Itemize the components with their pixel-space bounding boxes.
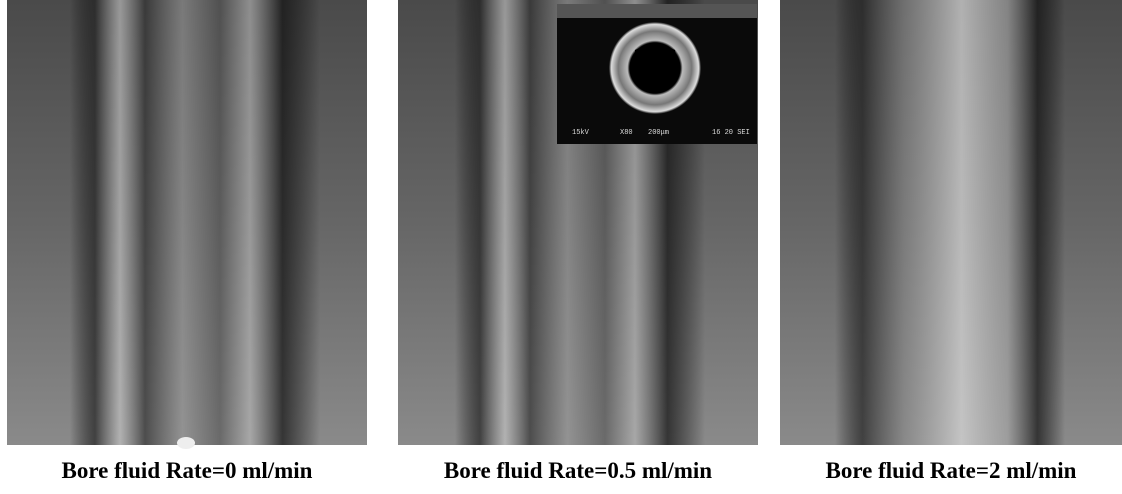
inset-label: X80 <box>620 129 633 137</box>
inset-label: 200μm <box>648 129 669 137</box>
caption: Bore fluid Rate=0.5 ml/min <box>444 458 712 483</box>
caption: Bore fluid Rate=2 ml/min <box>826 458 1077 483</box>
caption: Bore fluid Rate=0 ml/min <box>62 458 313 483</box>
inset-label: 15kV <box>572 129 590 137</box>
photo-3 <box>780 0 1122 445</box>
photo-2 <box>398 0 758 445</box>
inset-label: 16 20 SEI <box>712 129 750 137</box>
photo-1 <box>7 0 367 449</box>
